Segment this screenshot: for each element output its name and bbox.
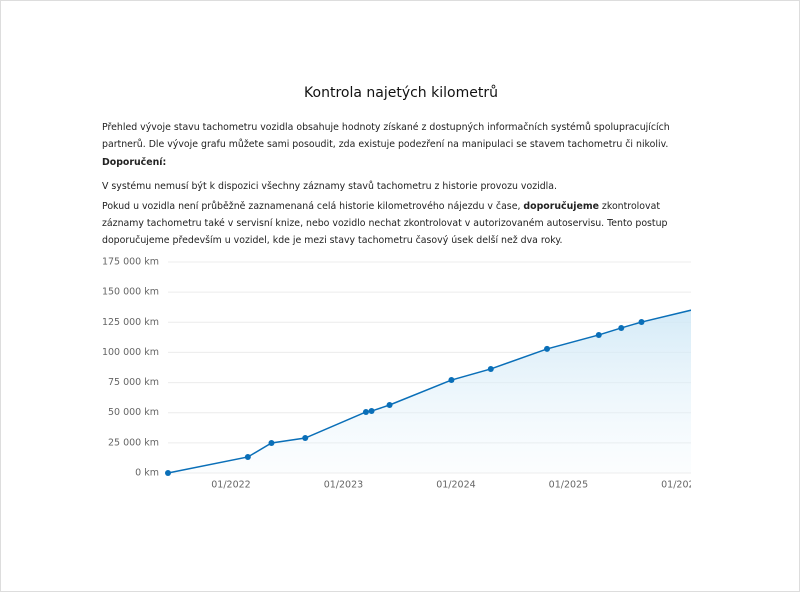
advice-bold: doporučujeme xyxy=(523,201,599,212)
y-tick-label: 0 km xyxy=(135,468,159,479)
point xyxy=(618,324,625,331)
point xyxy=(362,408,369,415)
point xyxy=(386,401,393,408)
x-tick-label: 01/2024 xyxy=(436,480,475,491)
advice: Pokud u vozidla není průběžně zaznamenan… xyxy=(102,198,694,249)
point xyxy=(544,345,551,352)
point xyxy=(700,304,706,310)
y-tick-label: 50 000 km xyxy=(108,407,159,418)
point xyxy=(244,453,251,460)
title: Kontrola najetých kilometrů xyxy=(304,85,498,101)
intro: Přehled vývoje stavu tachometru vozidla … xyxy=(102,122,670,150)
point xyxy=(165,470,171,476)
y-tick-label: 125 000 km xyxy=(102,317,159,328)
point xyxy=(595,331,602,338)
note: V systému nemusí být k dispozici všechny… xyxy=(102,181,557,192)
x-tick-label: 01/2025 xyxy=(549,480,588,491)
y-tick-label: 25 000 km xyxy=(108,437,159,448)
y-tick-label: 150 000 km xyxy=(102,287,159,298)
area xyxy=(168,310,691,473)
x-tick-label: 01/2022 xyxy=(211,480,250,491)
heading: Doporučení: xyxy=(102,154,694,171)
recommendation-heading: Doporučení: xyxy=(102,157,167,168)
y-tick-label: 100 000 km xyxy=(102,347,159,358)
point xyxy=(368,408,375,415)
y-tick-label: 175 000 km xyxy=(102,257,159,268)
x-tick-label: 01/2023 xyxy=(324,480,363,491)
point xyxy=(638,319,645,326)
advice-text: zkontrolovat záznamy tachometru také v s… xyxy=(102,201,668,246)
advice-text: Pokud u vozidla není průběžně zaznamenan… xyxy=(102,201,524,212)
point xyxy=(302,435,309,442)
point xyxy=(268,439,275,446)
y-tick-label: 75 000 km xyxy=(108,377,159,388)
point xyxy=(448,377,455,384)
line xyxy=(167,309,691,474)
chart: 01/2022 01/2023 01/2024 01/2025 01/2026 0 km… xyxy=(102,257,706,491)
point xyxy=(487,365,494,372)
x-tick-label: 01/2026 xyxy=(661,480,700,491)
